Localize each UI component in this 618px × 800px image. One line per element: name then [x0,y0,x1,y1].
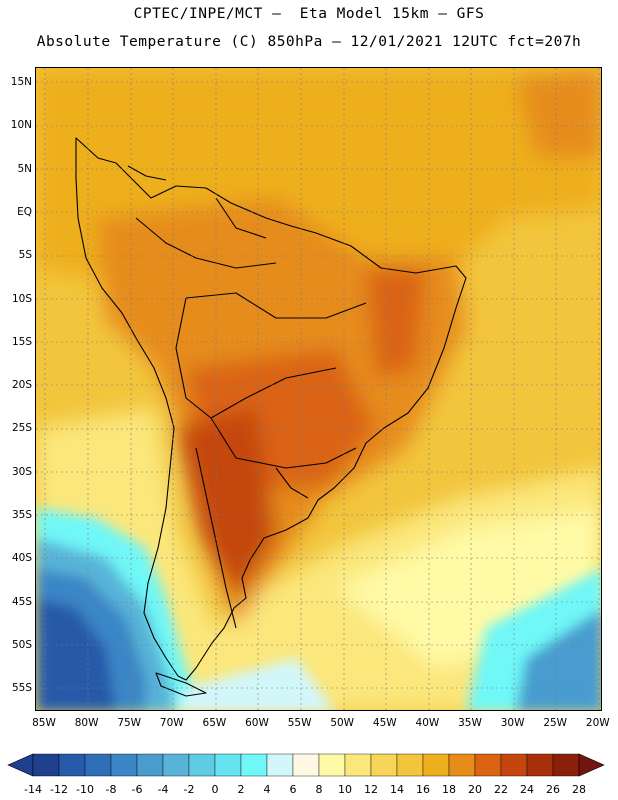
colorbar-swatch [162,753,190,777]
lat-tick-label: 5N [17,162,32,175]
colorbar-swatch [84,753,112,777]
border-line [210,417,357,469]
lon-tick-label: 25W [543,717,568,729]
border-line [215,197,267,239]
colorbar-swatch [292,753,320,777]
lat-tick-label: 15N [10,76,32,88]
colorbar-swatch [370,753,398,777]
colorbar-tick-label: 24 [520,783,534,796]
border-line [185,292,367,319]
border-line [135,217,277,269]
lon-tick-label: 55W [287,717,312,729]
lat-tick-label: 35S [11,509,32,521]
lon-tick-label: 45W [372,717,397,729]
lon-tick-label: 50W [330,717,355,729]
map-canvas [36,68,601,710]
colorbar-tick-label: 8 [315,783,323,796]
colorbar-tick-label: 20 [468,783,482,796]
colorbar-tick-label: -6 [131,783,143,796]
border-line [275,467,309,499]
lat-tick-label: 5S [18,249,32,262]
colorbar-tick-label: 16 [416,783,430,796]
colorbar-swatch [318,753,346,777]
colorbar-swatch [188,753,216,777]
colorbar-arrow-high [578,753,605,777]
temperature-map[interactable] [35,67,602,711]
lon-tick-label: 70W [159,717,184,729]
colorbar-tick-label: -10 [76,783,94,796]
lat-tick-label: 30S [11,465,32,478]
lon-tick-label: 20W [585,717,610,729]
lat-tick-label: 10S [11,292,32,305]
colorbar-swatch [500,753,528,777]
lat-tick-label: 15S [11,335,32,348]
south-america-outline [75,137,467,681]
lon-tick-label: 85W [32,717,56,729]
colorbar-swatch [136,753,164,777]
lat-tick-label: 45S [11,595,32,608]
lat-tick-label: 25S [11,422,32,435]
chart-title-line1: CPTEC/INPE/MCT – Eta Model 15km – GFS [133,6,485,22]
colorbar [7,753,605,777]
lon-tick-label: 60W [245,717,269,729]
colorbar-swatch [448,753,476,777]
colorbar-tick-label: 4 [263,783,271,796]
border-line [127,165,167,181]
lon-tick-label: 35W [458,717,482,729]
colorbar-swatch [240,753,268,777]
lat-tick-label: 10N [10,119,32,132]
colorbar-swatch [474,753,502,777]
colorbar-swatch [58,753,86,777]
lon-tick-label: 40W [415,717,440,729]
field-argentina-hot [176,408,276,598]
colorbar-tick-label: 26 [546,783,560,796]
colorbar-tick-label: 28 [572,783,586,796]
lon-tick-label: 75W [117,717,142,729]
lat-tick-label: EQ [17,205,32,218]
colorbar-tick-label: 10 [338,783,352,796]
colorbar-swatch [526,753,554,777]
colorbar-tick-label: 2 [237,783,245,796]
lat-tick-label: 55S [11,682,32,695]
colorbar-tick-label: -12 [50,783,68,796]
chart-title-line2: Absolute Temperature (C) 850hPa – 12/01/… [36,34,582,50]
colorbar-swatch [110,753,138,777]
colorbar-tick-label: -8 [105,783,117,796]
colorbar-swatch [396,753,424,777]
colorbar-swatch [344,753,372,777]
colorbar-tick-label: 6 [289,783,297,796]
colorbar-tick-label: -14 [24,783,42,796]
colorbar-tick-label: 22 [494,783,508,796]
lat-tick-label: 20S [11,379,32,392]
border-line [195,447,237,629]
colorbar-tick-label: 18 [442,783,456,796]
lon-tick-label: 65W [202,717,227,729]
colorbar-tick-label: -2 [183,783,195,796]
colorbar-arrow-low [7,753,34,777]
colorbar-tick-label: -4 [157,783,169,796]
colorbar-swatch [32,753,60,777]
coastline [75,137,467,697]
colorbar-swatch [552,753,580,777]
colorbar-tick-label: 12 [364,783,378,796]
colorbar-swatch [214,753,242,777]
colorbar-tick-label: 0 [211,783,219,796]
graticule [36,68,601,710]
field-cold-atlantic-2 [516,609,601,710]
field-atlantic-warm [516,68,601,158]
lon-tick-label: 80W [74,717,99,729]
colorbar-tick-label: 14 [390,783,404,796]
lat-tick-label: 40S [11,552,32,565]
colorbar-swatch [422,753,450,777]
colorbar-swatch [266,753,294,777]
lon-tick-label: 30W [500,717,525,729]
tierra-del-fuego [155,672,207,697]
lat-tick-label: 50S [11,638,32,651]
field-cold-drake [176,658,335,710]
field-cold-pacific-4 [36,598,116,710]
field-brazil-east-hot [366,268,426,378]
